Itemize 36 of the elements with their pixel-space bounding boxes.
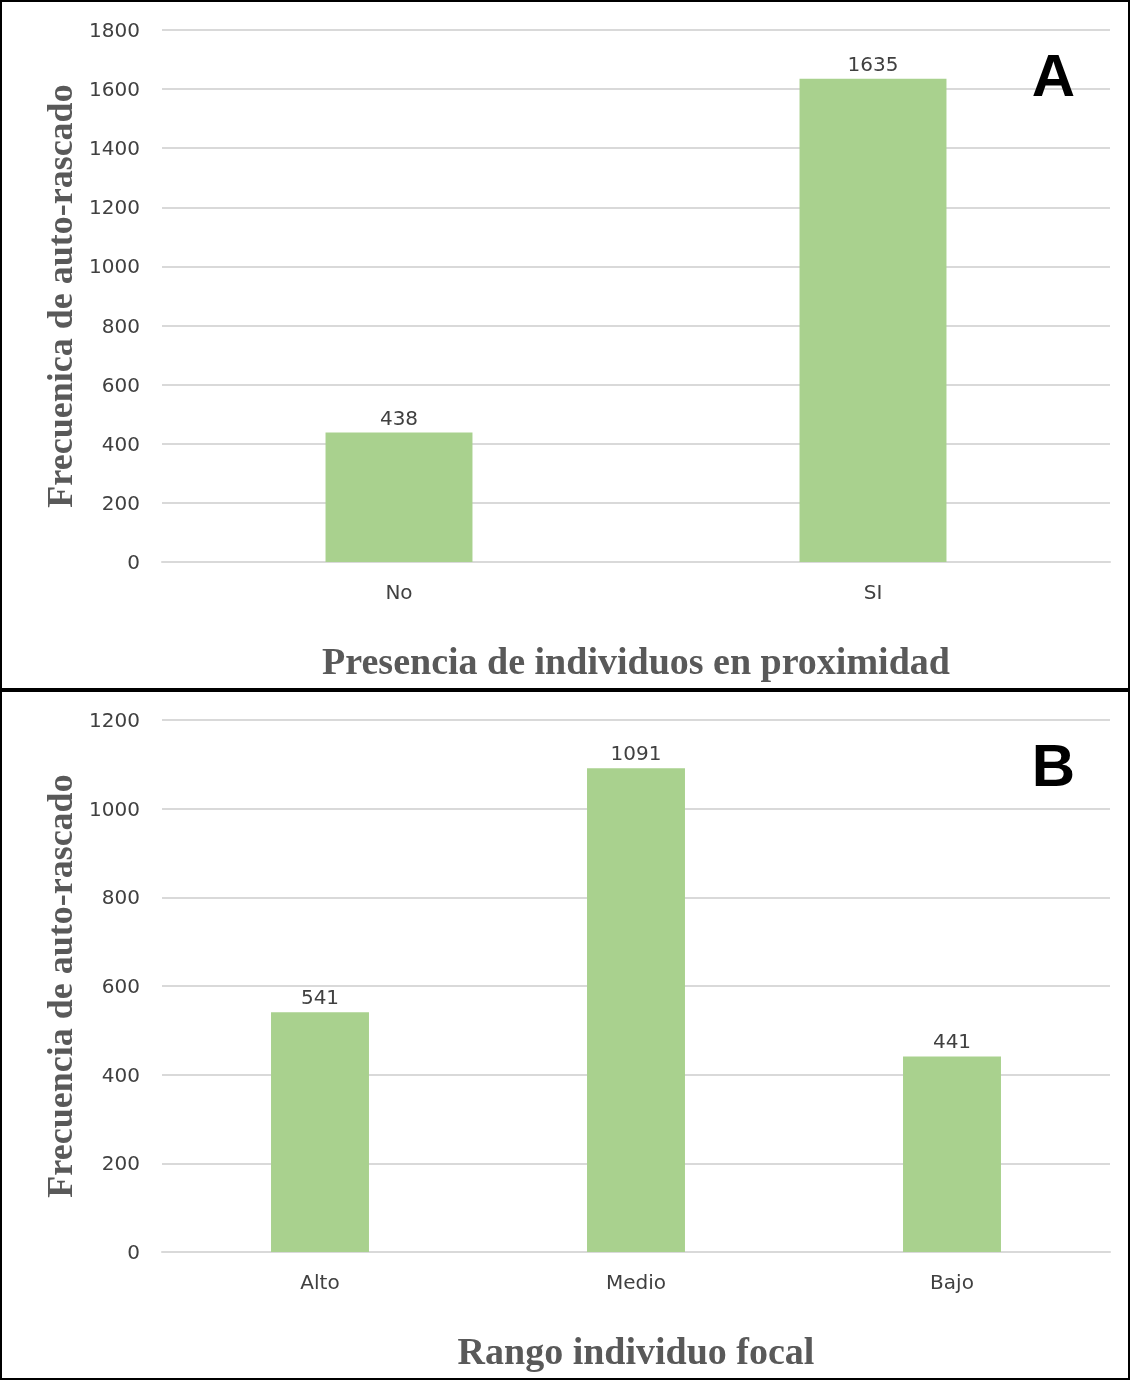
y-tick-label: 200 — [101, 1151, 140, 1176]
y-tick-label: 400 — [101, 431, 140, 456]
chart-title: A — [1031, 41, 1076, 109]
x-tick-label: Alto — [300, 1270, 340, 1294]
y-tick-label: 1800 — [89, 18, 140, 42]
chart-title: B — [1031, 731, 1076, 799]
data-label: 441 — [932, 1029, 972, 1054]
x-axis-title: Rango individuo focal — [457, 1330, 815, 1372]
x-tick-label: SI — [863, 580, 883, 604]
y-tick-label: 600 — [101, 974, 140, 998]
data-label: 1091 — [610, 741, 662, 766]
y-tick-label: 1400 — [89, 136, 140, 161]
y-tick-label: 800 — [101, 885, 140, 910]
y-tick-label: 1000 — [89, 254, 140, 279]
bar — [903, 1056, 1001, 1252]
y-tick-label: 400 — [101, 1062, 140, 1087]
data-label: 1635 — [847, 51, 899, 76]
bar — [587, 768, 685, 1252]
y-tick-label: 0 — [127, 1240, 140, 1264]
x-tick-label: No — [385, 580, 413, 604]
data-label: 438 — [379, 405, 419, 430]
y-tick-label: 200 — [101, 490, 140, 515]
y-tick-label: 600 — [101, 372, 140, 397]
y-tick-label: 800 — [101, 313, 140, 338]
y-axis-title: Frecuenica de auto-rascado — [40, 84, 81, 508]
x-tick-label: Bajo — [930, 1270, 974, 1294]
bar — [271, 1012, 369, 1252]
y-tick-label: 1000 — [89, 796, 140, 821]
x-tick-label: Medio — [605, 1270, 667, 1294]
y-tick-label: 1600 — [89, 77, 140, 102]
data-label: 541 — [300, 985, 340, 1010]
y-axis-title: Frecuencia de auto-rascado — [40, 774, 81, 1198]
y-tick-label: 1200 — [89, 195, 140, 220]
y-tick-label: 1200 — [89, 708, 140, 732]
x-axis-title: Presencia de individuos en proximidad — [322, 640, 950, 682]
y-tick-label: 0 — [127, 550, 140, 574]
